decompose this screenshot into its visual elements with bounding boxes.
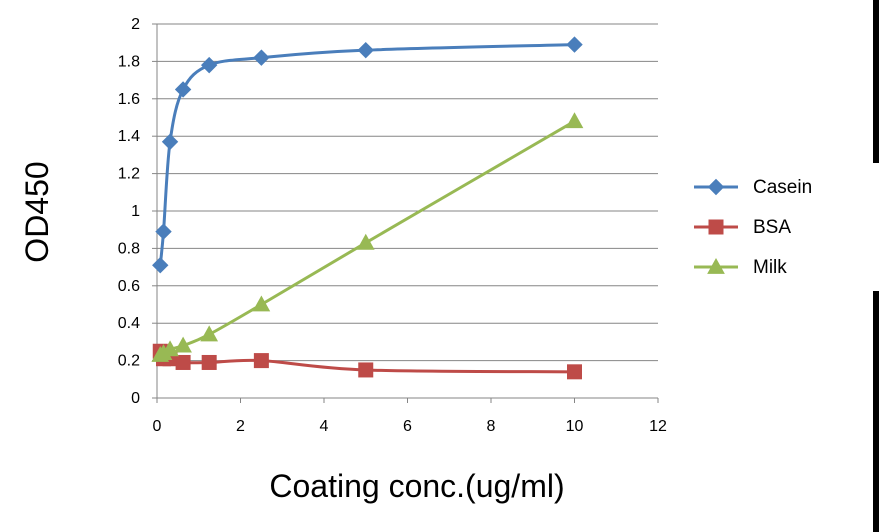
- x-tick-label: 10: [566, 418, 584, 435]
- x-tick-label: 0: [153, 418, 162, 435]
- data-point-milk: [200, 325, 219, 342]
- series-markers: [151, 36, 584, 380]
- data-point-bsa: [567, 364, 582, 380]
- y-tick-label: 1.6: [118, 91, 140, 108]
- y-tick-label: 1.2: [118, 166, 140, 183]
- legend-marker-milk: [707, 257, 725, 274]
- x-tick-label: 2: [236, 418, 245, 435]
- legend-label-milk: Milk: [753, 257, 787, 278]
- data-point-milk: [174, 336, 192, 353]
- data-point-casein: [152, 257, 169, 274]
- data-point-bsa: [358, 362, 374, 378]
- data-point-casein: [357, 41, 374, 59]
- y-tick-label: 0: [131, 390, 140, 407]
- right-edge-bar-top: [873, 0, 879, 163]
- data-point-casein: [253, 49, 270, 66]
- y-tick-labels: 0 0.2 0.4 0.6 0.8 1 1.2 1.4 1.6 1.8 2: [118, 16, 140, 407]
- data-point-casein: [161, 133, 179, 151]
- data-point-milk: [565, 112, 584, 129]
- data-point-bsa: [201, 354, 217, 370]
- right-edge-bar-bottom: [873, 291, 879, 532]
- y-tick-label: 0.2: [118, 353, 140, 370]
- data-point-milk: [252, 295, 271, 312]
- x-axis-label: Coating conc.(ug/ml): [269, 468, 564, 504]
- x-tick-label: 4: [320, 418, 329, 435]
- x-tick-label: 12: [649, 418, 667, 435]
- data-point-bsa: [253, 353, 269, 369]
- data-point-casein: [566, 36, 583, 53]
- data-point-casein: [155, 223, 172, 240]
- axes: [152, 23, 659, 403]
- y-tick-label: 0.4: [118, 315, 140, 332]
- x-tick-labels: 0 2 4 6 8 10 12: [153, 418, 667, 435]
- legend-marker-casein: [707, 178, 725, 196]
- y-tick-label: 1.8: [118, 53, 140, 70]
- gridlines: [157, 23, 658, 362]
- y-tick-label: 0.6: [118, 278, 140, 295]
- data-point-bsa: [175, 354, 191, 370]
- data-point-milk: [161, 340, 179, 357]
- y-tick-label: 2: [131, 16, 140, 33]
- x-tick-label: 6: [403, 418, 412, 435]
- legend: Casein BSA Milk: [694, 177, 812, 278]
- y-tick-label: 1.4: [118, 128, 140, 145]
- series-line-casein: [158, 43, 575, 266]
- x-tick-label: 8: [487, 418, 496, 435]
- legend-marker-bsa: [708, 219, 724, 235]
- y-tick-label: 0.8: [118, 240, 140, 257]
- data-point-milk: [356, 233, 375, 250]
- legend-label-bsa: BSA: [753, 217, 791, 238]
- data-point-casein: [200, 56, 218, 74]
- y-axis-label: OD450: [19, 161, 55, 262]
- y-tick-label: 1: [131, 203, 140, 220]
- legend-label-casein: Casein: [753, 177, 812, 198]
- data-point-casein: [174, 81, 192, 98]
